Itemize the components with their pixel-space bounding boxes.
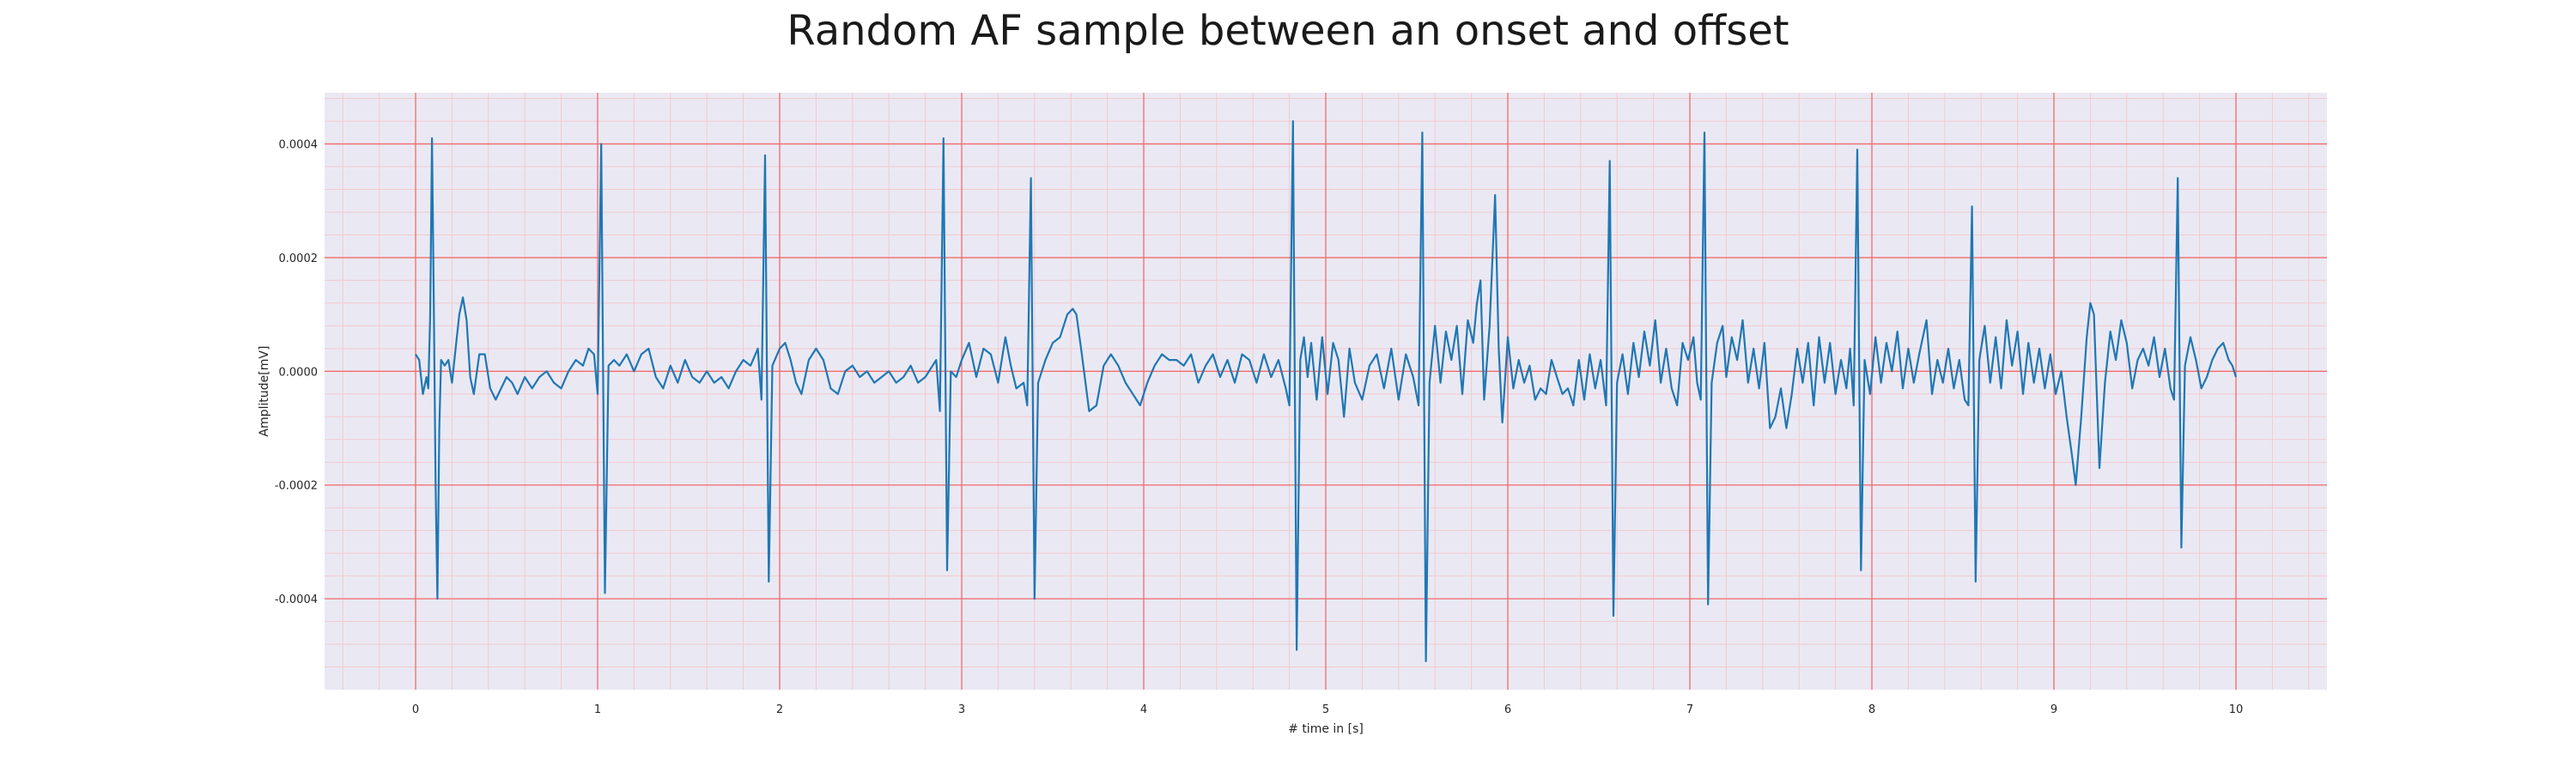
x-tick-label: 2 — [776, 703, 783, 716]
y-tick-label: 0.0000 — [279, 366, 319, 379]
x-tick-label: 7 — [1686, 703, 1693, 716]
x-axis-label: # time in [s] — [1288, 722, 1364, 736]
x-tick-label: 1 — [594, 703, 601, 716]
x-tick-label: 5 — [1322, 703, 1329, 716]
y-axis-label: Amplitude[mV] — [258, 346, 271, 437]
x-tick-label: 0 — [412, 703, 419, 716]
x-tick-label: 10 — [2229, 703, 2244, 716]
x-tick-labels: 0 1 2 3 4 5 6 7 8 9 10 — [412, 703, 2243, 716]
y-tick-label: 0.0002 — [279, 253, 319, 265]
chart-title: Random AF sample between an onset and of… — [787, 7, 1789, 55]
y-tick-label: -0.0004 — [275, 593, 318, 606]
x-tick-label: 9 — [2050, 703, 2057, 716]
y-tick-labels: -0.0004 -0.0002 0.0000 0.0002 0.0004 — [275, 139, 318, 607]
x-tick-label: 8 — [1868, 703, 1875, 716]
y-tick-label: 0.0004 — [279, 139, 319, 152]
x-tick-label: 6 — [1504, 703, 1511, 716]
x-tick-label: 4 — [1140, 703, 1147, 716]
y-tick-label: -0.0002 — [275, 480, 318, 493]
x-tick-label: 3 — [958, 703, 965, 716]
ecg-signal-line — [415, 120, 2238, 662]
